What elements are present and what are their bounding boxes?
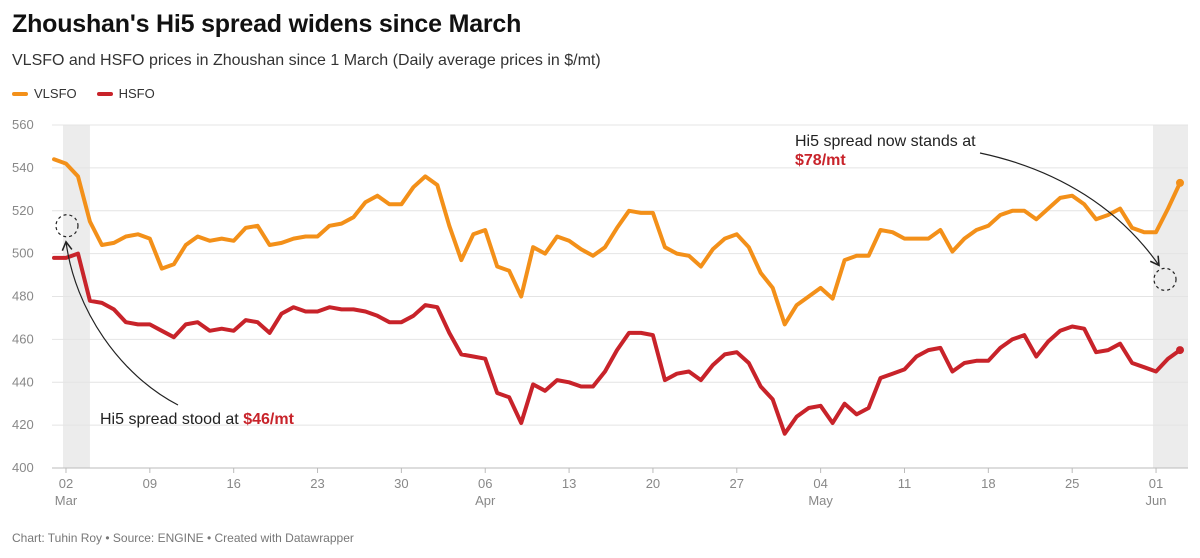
y-tick-label: 440 [12,374,34,389]
y-tick-label: 540 [12,160,34,175]
x-tick-label: 02 [59,476,73,491]
end-point-hsfo [1176,346,1184,355]
legend: VLSFO HSFO [12,86,155,101]
legend-swatch-vlsfo [12,91,28,96]
y-tick-label: 400 [12,460,34,475]
annotation-text-start: Hi5 spread stood at $46/mt [100,411,295,428]
x-tick-label: 30 [394,476,408,491]
x-tick-label: 18 [981,476,995,491]
series-line-hsfo [52,251,1182,436]
x-tick-month-label: Jun [1146,493,1167,508]
annotation-text-end: Hi5 spread now stands at [795,133,976,150]
series-line-vlsfo [52,157,1182,327]
y-tick-label: 420 [12,417,34,432]
legend-item-vlsfo: VLSFO [12,86,77,101]
y-axis-ticks: 400 420 440 460 480 500 520 540 560 [12,117,34,475]
annotation-circle-start [55,214,79,238]
legend-label-vlsfo: VLSFO [34,86,77,101]
annotation-value-end: $78/mt [795,152,846,169]
x-tick-label: 20 [646,476,660,491]
chart-title: Zhoushan's Hi5 spread widens since March [12,10,522,38]
x-tick-label: 09 [143,476,157,491]
x-tick-label: 13 [562,476,576,491]
x-tick-label: 25 [1065,476,1079,491]
x-tick-label: 04 [813,476,827,491]
x-tick-label: 11 [898,476,912,491]
y-tick-label: 520 [12,203,34,218]
x-tick-label: 16 [226,476,240,491]
end-point-vlsfo [1176,178,1184,187]
annotation-arrow-end [979,152,1160,267]
gridlines [52,124,1188,469]
annotation-arrow-start [61,240,179,406]
annotation-circle-end [1153,267,1177,291]
x-tick-label: 23 [310,476,324,491]
y-tick-label: 460 [12,331,34,346]
x-tick-label: 01 [1149,476,1163,491]
y-tick-label: 480 [12,289,34,304]
x-tick-month-label: May [808,493,833,508]
x-tick-month-label: Apr [475,493,496,508]
x-tick-month-label: Mar [55,493,78,508]
y-tick-label: 560 [12,117,34,132]
x-axis-ticks: 02 Mar 09 16 23 30 06 Apr 13 20 27 04 May 11 18 25 01 Jun [55,468,1167,508]
y-tick-label: 500 [12,246,34,261]
series-lines [52,157,1184,436]
legend-item-hsfo: HSFO [96,86,155,101]
annotations: Hi5 spread stood at $46/mt Hi5 spread now… [55,133,1177,428]
x-tick-label: 27 [730,476,744,491]
legend-label-hsfo: HSFO [118,86,155,101]
legend-swatch-hsfo [96,91,113,96]
x-tick-label: 06 [478,476,492,491]
chart-footer: Chart: Tuhin Roy • Source: ENGINE • Crea… [12,531,354,545]
chart-subtitle: VLSFO and HSFO prices in Zhoushan since … [12,52,601,69]
